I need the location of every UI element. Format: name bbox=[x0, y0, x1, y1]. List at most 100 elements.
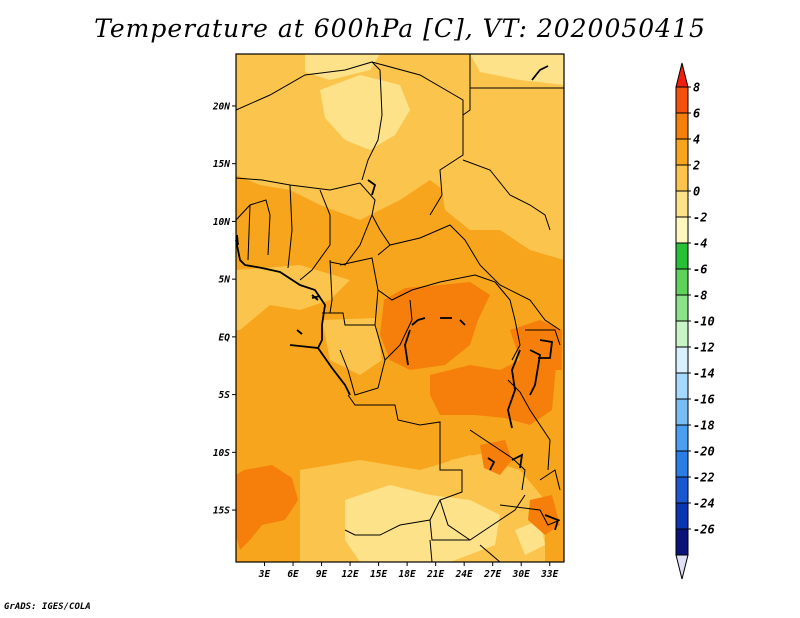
colorbar-label: -20 bbox=[693, 445, 715, 459]
coast-path bbox=[531, 65, 549, 81]
lon-tick-label: 24E bbox=[455, 569, 473, 580]
colorbar-swatch bbox=[675, 346, 689, 374]
border-path bbox=[499, 504, 561, 526]
coast-path bbox=[367, 179, 377, 196]
border-path bbox=[462, 54, 471, 116]
coast-path bbox=[538, 339, 554, 359]
field-light-gabon bbox=[322, 318, 382, 375]
colorbar-swatch bbox=[675, 528, 689, 556]
lon-tick-label: 33E bbox=[540, 569, 558, 580]
coast-path bbox=[511, 453, 524, 469]
lon-tick-label: 27E bbox=[483, 569, 501, 580]
colorbar-label: -2 bbox=[693, 211, 707, 225]
lon-tick-label: 15E bbox=[370, 569, 387, 580]
coast-path bbox=[289, 344, 351, 396]
border-path bbox=[329, 214, 373, 266]
colorbar-swatch bbox=[675, 294, 689, 322]
lon-tick-label: 9E bbox=[316, 569, 328, 580]
border-path bbox=[339, 257, 496, 301]
colorbar-label: -22 bbox=[693, 471, 715, 485]
colorbar-arrow-top bbox=[675, 62, 689, 88]
border-path bbox=[439, 499, 471, 541]
coast-path bbox=[411, 317, 426, 326]
colorbar-label: 2 bbox=[692, 159, 700, 173]
colorbar-swatch bbox=[675, 164, 689, 192]
colorbar-label: 6 bbox=[693, 107, 700, 121]
lat-tick-label: 5S bbox=[219, 390, 231, 401]
colorbar-label: -6 bbox=[693, 263, 707, 277]
lat-tick-label: 10N bbox=[213, 217, 230, 228]
coast-path bbox=[311, 295, 321, 299]
coastline bbox=[235, 65, 560, 531]
map-title: Temperature at 600hPa [C], VT: 202005041… bbox=[94, 14, 706, 43]
footer-credit: GrADS: IGES/COLA bbox=[4, 602, 91, 612]
border-path bbox=[344, 394, 463, 536]
colorbar-swatch bbox=[675, 190, 689, 218]
colorbar-swatch bbox=[675, 424, 689, 452]
border-path bbox=[377, 244, 391, 256]
border-path bbox=[429, 539, 433, 563]
lat-tick-label: 5N bbox=[219, 275, 231, 286]
longitude-axis: 3E 6E 9E 12E 15E 18E 21E 24E 27E 30E 33E bbox=[258, 562, 559, 580]
border-path bbox=[469, 429, 526, 491]
field-pale-south bbox=[345, 485, 500, 562]
coast-path bbox=[235, 239, 326, 349]
border-path bbox=[287, 184, 293, 269]
colorbar-label: 4 bbox=[693, 133, 700, 147]
lon-tick-label: 21E bbox=[426, 569, 444, 580]
border-path bbox=[525, 329, 561, 346]
lat-tick-label: 10S bbox=[213, 448, 230, 459]
colorbar-label: -24 bbox=[693, 497, 715, 511]
colorbar-swatch bbox=[675, 86, 689, 114]
lon-tick-label: 3E bbox=[258, 569, 271, 580]
field-pale-north-strip bbox=[305, 54, 380, 80]
border-path bbox=[371, 61, 464, 216]
lat-tick-label: 20N bbox=[212, 101, 230, 112]
coast-path bbox=[404, 329, 411, 366]
coast-path bbox=[296, 329, 303, 335]
lat-tick-label: 15N bbox=[213, 159, 230, 170]
colorbar-swatch bbox=[675, 216, 689, 244]
colorbar-label: -8 bbox=[693, 289, 707, 303]
lon-tick-label: 30E bbox=[512, 569, 530, 580]
lon-tick-label: 12E bbox=[342, 569, 359, 580]
lon-tick-label: 6E bbox=[287, 569, 299, 580]
field-pale-northeast bbox=[470, 54, 564, 85]
colorbar-swatch bbox=[675, 398, 689, 426]
colorbar-label: -16 bbox=[693, 393, 715, 407]
colorbar-label: -26 bbox=[693, 523, 715, 537]
colorbar-swatch bbox=[675, 138, 689, 166]
colorbar-label: -18 bbox=[693, 419, 715, 433]
field-warm-congo bbox=[380, 282, 490, 370]
colorbar-label: -4 bbox=[693, 237, 707, 251]
lat-tick-label: 15S bbox=[213, 506, 230, 517]
coast-path bbox=[544, 514, 560, 531]
colorbar-swatch bbox=[675, 476, 689, 504]
coast-path bbox=[507, 349, 521, 429]
border-path bbox=[462, 159, 551, 231]
lon-tick-label: 18E bbox=[399, 569, 416, 580]
field-light-west bbox=[236, 265, 350, 330]
border-path bbox=[539, 469, 561, 491]
colorbar-label: 8 bbox=[693, 81, 700, 95]
border-path bbox=[235, 61, 383, 181]
colorbar-swatch bbox=[675, 372, 689, 400]
coast-path bbox=[529, 349, 541, 396]
border-path bbox=[339, 324, 386, 396]
border-path bbox=[479, 544, 501, 563]
border-path bbox=[384, 299, 413, 361]
colorbar: 8 6 4 2 0 -2 -4 -6 -8 -10 -12 -14 -16 -18 -20 -22 -24 -26 bbox=[675, 62, 715, 580]
field-pale-south-small bbox=[515, 520, 545, 555]
latitude-axis: 20N 15N 10N 5N EQ 5S 10S 15S bbox=[212, 101, 236, 517]
colorbar-swatch bbox=[675, 242, 689, 270]
colorbar-swatch bbox=[675, 268, 689, 296]
field-warm-sw bbox=[528, 495, 560, 535]
colorbar-label: -10 bbox=[693, 315, 715, 329]
border-path bbox=[299, 189, 331, 281]
colorbar-arrow-bottom bbox=[675, 554, 689, 580]
border-path bbox=[494, 281, 521, 361]
field-warm-south-east bbox=[480, 440, 512, 475]
border-path bbox=[235, 199, 271, 256]
field-warm-angola bbox=[236, 465, 298, 550]
